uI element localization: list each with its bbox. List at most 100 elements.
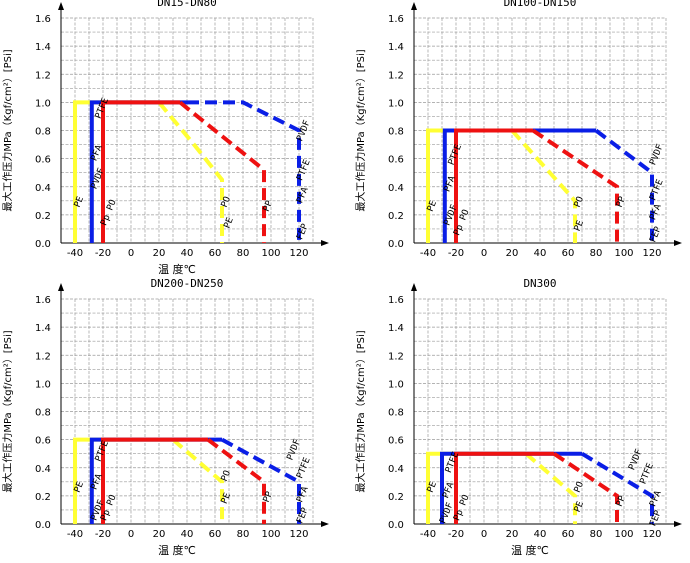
material-label: PVDF	[648, 143, 665, 167]
y-axis-label: 最大工作压力MPa（Kgf/cm²）[PSi]	[354, 330, 367, 492]
material-label: PFA	[648, 202, 664, 221]
x-axis-arrow	[321, 521, 329, 527]
x-tick-label: -20	[95, 248, 111, 259]
y-tick-label: 1.2	[388, 70, 404, 81]
material-label: FEP	[648, 225, 664, 244]
x-tick-label: 120	[289, 529, 308, 540]
material-label: PE	[73, 480, 86, 494]
x-tick-label: 60	[209, 248, 222, 259]
material-label: PTFE	[94, 97, 111, 121]
y-axis-arrow	[411, 283, 417, 291]
series-pp-solid	[454, 128, 533, 243]
series-pe-dashed	[510, 129, 577, 243]
y-tick-label: 0.6	[35, 436, 51, 447]
x-tick-label: 60	[562, 529, 575, 540]
y-tick-label: 0.8	[388, 127, 404, 138]
material-label: PFA	[295, 185, 311, 204]
series-pe-dashed	[524, 452, 577, 524]
series-pe-dashed	[157, 101, 224, 243]
x-tick-label: 40	[534, 529, 547, 540]
x-tick-label: 80	[590, 529, 603, 540]
y-axis-arrow	[58, 2, 64, 10]
y-tick-label: 1.6	[388, 14, 404, 25]
y-tick-label: 1.4	[35, 323, 51, 334]
x-tick-label: 120	[289, 248, 308, 259]
x-axis-arrow	[674, 521, 682, 527]
x-tick-label: 20	[153, 529, 166, 540]
material-label: PTFE	[295, 456, 312, 480]
y-tick-label: 0.0	[388, 520, 404, 531]
y-tick-label: 1.6	[35, 295, 51, 306]
series-pp-dashed	[531, 128, 619, 243]
series-pvdf-dashed	[187, 100, 301, 243]
x-axis-arrow	[321, 240, 329, 246]
material-label: PP	[615, 195, 629, 209]
material-label: PVDF	[286, 438, 303, 462]
y-tick-label: 0.2	[388, 492, 404, 503]
x-tick-label: 40	[181, 529, 194, 540]
x-tick-label: 40	[181, 248, 194, 259]
y-tick-label: 1.6	[388, 295, 404, 306]
series-pp-solid	[101, 100, 180, 243]
y-tick-label: 0.4	[388, 183, 404, 194]
y-tick-label: 1.4	[388, 42, 404, 53]
y-tick-label: 0.4	[35, 183, 51, 194]
material-label: PVDF	[627, 448, 644, 472]
y-tick-label: 0.4	[35, 464, 51, 475]
series-pvdf-dashed	[594, 128, 654, 243]
chart-panel-4: -40 -20 0 20 40 60 80 100 120 0.0 0.2 0.4 0.6 0.8 1.0 1…	[354, 277, 682, 557]
y-tick-label: 0.8	[35, 408, 51, 419]
material-label: PP	[615, 494, 629, 508]
chart-panel-2: -40 -20 0 20 40 60 80 100 120 0.0 0.2 0.4 0.6 0.8 1.0 1…	[354, 0, 682, 259]
x-axis-label: 温 度℃	[158, 543, 196, 557]
y-tick-label: 1.2	[388, 351, 404, 362]
chart-panel-1: -40 -20 0 20 40 60 80 100 120 0.0 0.2 0.4 0.6 0.8 1.0 1…	[1, 0, 329, 276]
material-label: PE	[573, 500, 586, 514]
series-pe-dashed	[171, 438, 224, 524]
x-tick-label: 120	[642, 248, 661, 259]
series-pp-dashed	[552, 452, 619, 524]
chart-title: DN200-DN250	[151, 277, 224, 290]
x-axis-label: 温 度℃	[511, 543, 549, 557]
material-label: PE	[223, 216, 236, 230]
material-label: PO	[573, 480, 586, 494]
y-axis-label: 最大工作压力MPa（Kgf/cm²）[PSi]	[354, 49, 367, 211]
y-tick-label: 1.4	[35, 42, 51, 53]
y-tick-label: 1.0	[388, 379, 404, 390]
y-tick-label: 0.8	[35, 127, 51, 138]
x-tick-label: 80	[590, 248, 603, 259]
x-tick-label: 40	[534, 248, 547, 259]
y-tick-label: 1.2	[35, 351, 51, 362]
material-label: PP	[262, 199, 276, 213]
x-tick-label: 80	[237, 529, 250, 540]
series-pp-solid	[101, 437, 208, 524]
x-tick-label: -40	[67, 529, 83, 540]
x-tick-label: 20	[153, 248, 166, 259]
y-tick-label: 0.4	[388, 464, 404, 475]
material-label: PFA	[648, 489, 664, 508]
y-axis-label: 最大工作压力MPa（Kgf/cm²）[PSi]	[1, 49, 14, 211]
material-label: PTFE	[639, 462, 656, 486]
y-tick-label: 1.2	[35, 70, 51, 81]
material-label: PE	[573, 219, 586, 233]
chart-title: DN15-DN80	[157, 0, 217, 9]
x-tick-label: 100	[261, 248, 280, 259]
y-tick-label: 1.0	[35, 379, 51, 390]
y-tick-label: 0.2	[35, 492, 51, 503]
x-tick-label: 0	[481, 529, 487, 540]
material-label: PO	[220, 195, 233, 209]
material-label: PP	[262, 490, 276, 504]
y-tick-label: 1.4	[388, 323, 404, 334]
x-tick-label: 20	[506, 248, 519, 259]
x-tick-label: 0	[128, 529, 134, 540]
series-pp-solid	[454, 451, 554, 524]
y-tick-label: 0.6	[388, 436, 404, 447]
y-axis-label: 最大工作压力MPa（Kgf/cm²）[PSi]	[1, 330, 14, 492]
x-tick-label: 0	[481, 248, 487, 259]
series-pvdf-solid	[442, 128, 596, 243]
material-label: PTFE	[447, 143, 464, 167]
x-tick-label: 20	[506, 529, 519, 540]
series-pvdf-dashed	[580, 451, 654, 524]
y-tick-label: 1.0	[388, 98, 404, 109]
